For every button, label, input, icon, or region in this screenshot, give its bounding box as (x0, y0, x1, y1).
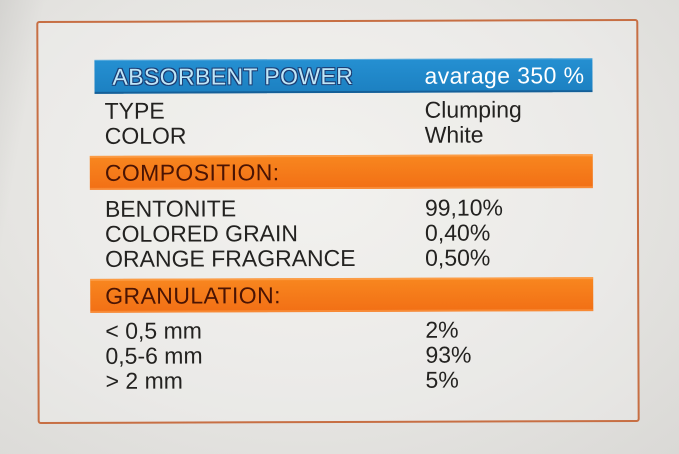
granulation-row-05-6mm: 0,5-6 mm 93% (95, 342, 605, 369)
composition-value-orange-fragrance: 0,50% (425, 244, 491, 271)
composition-section-title: COMPOSITION: (104, 159, 280, 186)
spec-row-type: TYPE Clumping (95, 96, 605, 124)
spec-label-color: COLOR (104, 122, 187, 149)
granulation-row-under-05mm: < 0,5 mm 2% (95, 317, 605, 344)
composition-value-bentonite: 99,10% (424, 194, 503, 221)
composition-label-orange-fragrance: ORANGE FRAGRANCE (105, 244, 356, 272)
spec-value-type: Clumping (424, 96, 522, 123)
composition-section-bar: COMPOSITION: (89, 154, 593, 190)
granulation-section-bar: GRANULATION: (90, 277, 594, 313)
granulation-label-under-05mm: < 0,5 mm (105, 317, 202, 344)
composition-row-bentonite: BENTONITE 99,10% (95, 194, 605, 222)
composition-row-orange-fragrance: ORANGE FRAGRANCE 0,50% (95, 244, 605, 272)
absorbent-power-bar: ABSORBENT POWER avarage 350 % (94, 58, 593, 94)
granulation-value-over-2mm: 5% (425, 366, 459, 393)
composition-value-colored-grain: 0,40% (424, 219, 491, 246)
spec-row-color: COLOR White (95, 121, 605, 149)
absorbent-power-value: avarage 350 % (424, 62, 585, 89)
granulation-label-05-6mm: 0,5-6 mm (105, 342, 203, 369)
spec-label-type: TYPE (104, 97, 165, 124)
granulation-value-05-6mm: 93% (425, 341, 472, 368)
composition-label-bentonite: BENTONITE (104, 195, 237, 222)
absorbent-power-title: ABSORBENT POWER (112, 62, 354, 90)
granulation-section-title: GRANULATION: (105, 282, 281, 309)
granulation-row-over-2mm: > 2 mm 5% (95, 367, 605, 394)
spec-value-color: White (424, 121, 484, 148)
composition-row-colored-grain: COLORED GRAIN 0,40% (95, 219, 605, 247)
composition-label-colored-grain: COLORED GRAIN (104, 220, 299, 247)
granulation-label-over-2mm: > 2 mm (105, 367, 183, 394)
granulation-value-under-05mm: 2% (425, 316, 459, 343)
